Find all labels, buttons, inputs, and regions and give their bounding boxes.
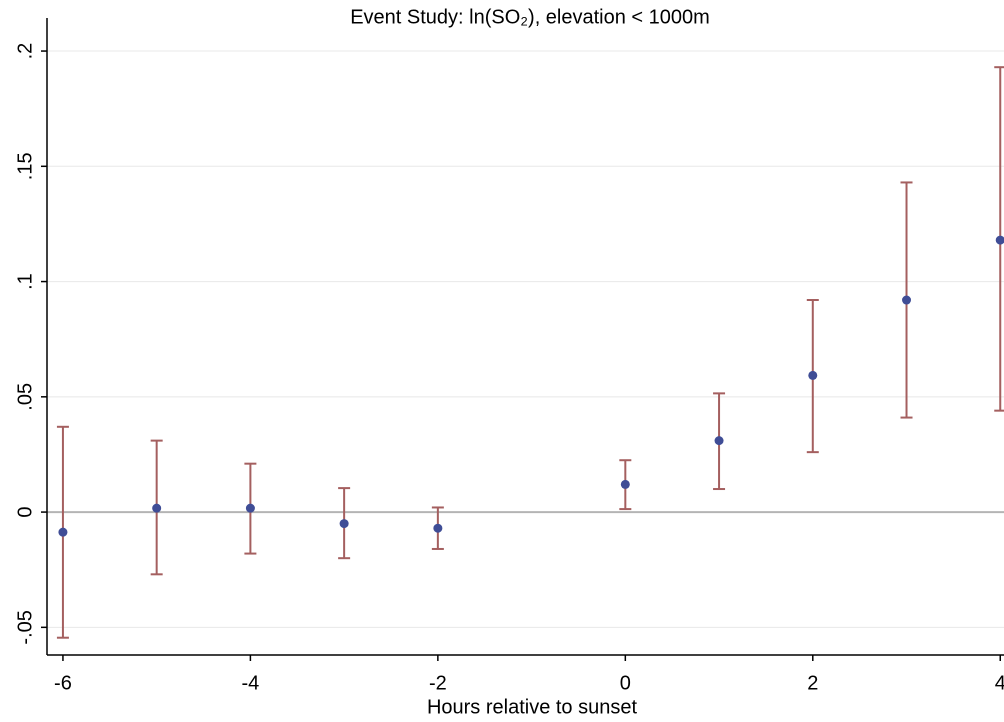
x-tick-label: -4 (241, 672, 259, 694)
point (58, 527, 68, 537)
point (433, 523, 443, 533)
y-tick-label: .15 (14, 152, 36, 180)
x-tick-label: -2 (429, 672, 447, 694)
y-tick-label: .05 (14, 383, 36, 411)
x-tick-label: 2 (807, 672, 818, 694)
point (995, 235, 1004, 245)
point (808, 370, 818, 380)
point (902, 295, 912, 305)
point (339, 519, 349, 529)
y-tick-label: 0 (14, 507, 36, 518)
y-tick-label: -.05 (14, 610, 36, 644)
x-tick-label: -6 (54, 672, 72, 694)
chart-title: Event Study: ln(SO₂), elevation < 1000m (350, 6, 710, 28)
point (620, 479, 630, 489)
point (152, 503, 162, 513)
y-tick-label: .2 (14, 43, 36, 60)
x-axis-label: Hours relative to sunset (427, 696, 638, 718)
x-tick-label: 4 (995, 672, 1004, 694)
point (714, 436, 724, 446)
x-tick-label: 0 (620, 672, 631, 694)
y-tick-label: .1 (14, 273, 36, 290)
point (245, 503, 255, 513)
